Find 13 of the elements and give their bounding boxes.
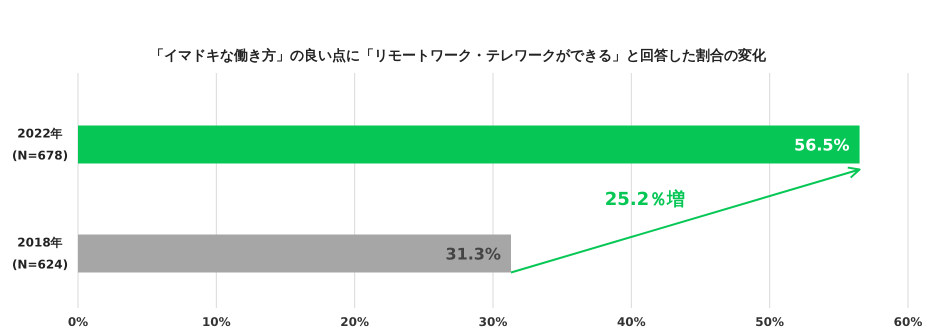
x-tick-label: 20%	[340, 315, 370, 329]
data-label: 31.3%	[445, 244, 501, 264]
annotation: 25.2％増	[604, 188, 686, 210]
y-tick-label: 2018年 (N=624)	[12, 236, 68, 272]
x-tick-label: 10%	[202, 315, 231, 329]
x-tick-label: 0%	[68, 315, 88, 329]
x-tick-label: 30%	[478, 315, 508, 329]
x-tick-label: 40%	[616, 315, 646, 329]
x-tick-label: 50%	[755, 315, 784, 329]
chart-title: 「イマドキな働き方」の良い点に「リモートワーク・テレワークができる」と回答した割合の変化	[150, 47, 767, 64]
y-tick-label: 2022年 (N=678)	[12, 126, 68, 162]
data-label: 56.5%	[794, 136, 850, 154]
x-tick-label: 60%	[894, 315, 922, 329]
